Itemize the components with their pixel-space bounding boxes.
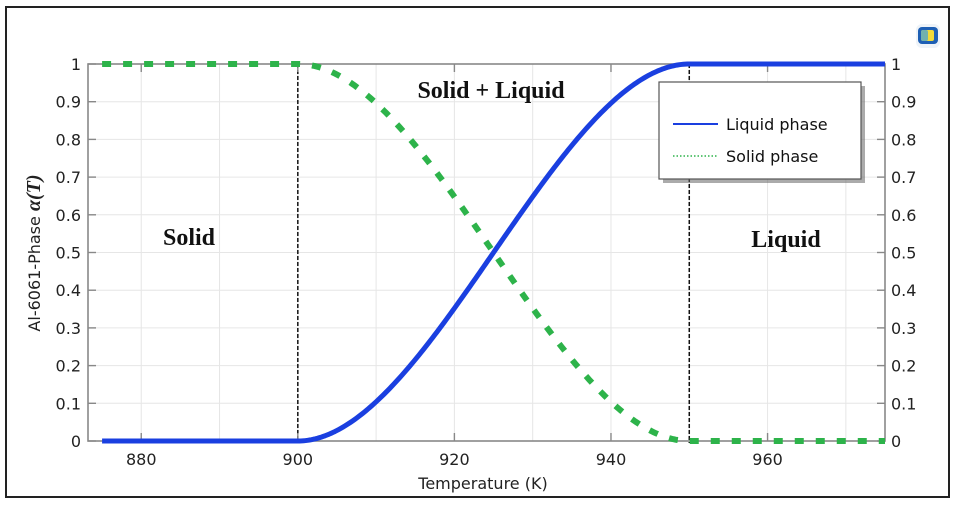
y-tick-label-right: 0.2 [891,357,916,376]
svg-text:Al-6061-Phase α(T): Al-6061-Phase α(T) [23,174,45,331]
legend-liquid-label: Liquid phase [726,115,828,134]
region-label-solid-liquid: Solid + Liquid [417,78,565,104]
y-tick-label-left: 0.8 [56,130,81,149]
y-tick-label-right: 0.6 [891,206,916,225]
y-tick-label-right: 1 [891,55,901,74]
y-tick-label-right: 0.8 [891,130,916,149]
y-tick-label-left: 0.1 [56,394,81,413]
x-tick-label: 900 [283,450,314,469]
x-tick-label: 940 [596,450,627,469]
y-tick-label-left: 0.6 [56,206,81,225]
x-tick-label: 960 [752,450,783,469]
y-tick-label-left: 0.9 [56,93,81,112]
y-tick-label-right: 0 [891,432,901,451]
y-tick-label-left: 0 [71,432,81,451]
y-tick-label-left: 0.3 [56,319,81,338]
solid-phase-curve [102,61,885,444]
region-label-liquid: Liquid [751,227,821,253]
y-tick-label-right: 0.3 [891,319,916,338]
y-axis-title-symbol: α(T) [23,174,45,211]
axes: 0 0 0.1 0.1 0.2 0.2 0.3 0.3 0.4 0.4 0.5 0.5 0.6 0.6 0.… [56,55,917,469]
x-tick-label: 880 [126,450,157,469]
y-axis-title-prefix: Al-6061-Phase [25,211,44,332]
app-logo-icon [916,24,940,48]
y-axis-title: Al-6061-Phase α(T) [23,174,45,331]
region-label-solid: Solid [163,225,216,251]
liquid-phase-curve [101,61,886,444]
y-tick-label-left: 0.5 [56,244,81,263]
y-tick-label-right: 0.5 [891,244,916,263]
y-tick-label-right: 0.4 [891,281,916,300]
y-tick-label-right: 0.1 [891,394,916,413]
legend-solid-label: Solid phase [726,147,818,166]
y-tick-label-right: 0.9 [891,93,916,112]
y-tick-label-left: 0.4 [56,281,81,300]
x-tick-label: 920 [439,450,470,469]
curves [101,61,886,444]
y-tick-label-right: 0.7 [891,168,916,187]
y-tick-label-left: 0.7 [56,168,81,187]
y-tick-label-left: 0.2 [56,357,81,376]
legend: Liquid phase Solid phase [658,81,865,183]
y-tick-label-left: 1 [71,55,81,74]
x-axis-title: Temperature (K) [417,474,547,493]
